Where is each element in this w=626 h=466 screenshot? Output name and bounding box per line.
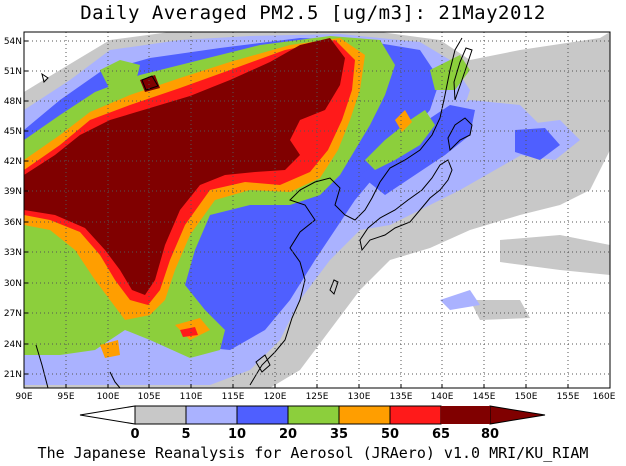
lon-label: 95E bbox=[57, 392, 74, 402]
lon-label: 150E bbox=[515, 392, 538, 402]
lon-label: 115E bbox=[222, 392, 245, 402]
colorbar-tick: 10 bbox=[228, 427, 246, 442]
colorbar-tick: 50 bbox=[381, 427, 399, 442]
lon-label: 105E bbox=[138, 392, 161, 402]
lat-label: 21N bbox=[4, 370, 22, 380]
lon-label: 155E bbox=[557, 392, 580, 402]
lat-label: 24N bbox=[4, 340, 22, 350]
colorbar-tick: 5 bbox=[181, 427, 190, 442]
lon-label: 125E bbox=[306, 392, 329, 402]
lat-label: 27N bbox=[4, 309, 22, 319]
lon-label: 90E bbox=[15, 392, 32, 402]
colorbar-swatch-7b bbox=[441, 406, 490, 424]
colorbar-tick: 65 bbox=[432, 427, 450, 442]
lat-label: 30N bbox=[4, 279, 22, 289]
lat-labels: 54N 51N 48N 45N 42N 39N 36N 33N 30N 27N … bbox=[4, 37, 22, 380]
lat-label: 33N bbox=[4, 248, 22, 258]
lon-label: 135E bbox=[390, 392, 413, 402]
colorbar-swatch-3 bbox=[236, 405, 289, 425]
lon-label: 120E bbox=[264, 392, 287, 402]
lon-label: 140E bbox=[431, 392, 454, 402]
lat-label: 48N bbox=[4, 97, 22, 107]
colorbar-swatch-2 bbox=[185, 405, 238, 425]
lat-label: 36N bbox=[4, 218, 22, 228]
colorbar: 0 5 10 20 35 50 65 80 bbox=[79, 405, 546, 442]
lon-label: 100E bbox=[97, 392, 120, 402]
lat-label: 45N bbox=[4, 127, 22, 137]
colorbar-tick: 0 bbox=[130, 427, 139, 442]
concentration-field bbox=[24, 32, 610, 388]
colorbar-swatch-0 bbox=[79, 405, 136, 425]
lon-labels: 90E 95E 100E 105E 110E 115E 120E 125E 13… bbox=[15, 392, 615, 402]
colorbar-tick: 35 bbox=[330, 427, 348, 442]
colorbar-tick: 80 bbox=[481, 427, 499, 442]
colorbar-swatch-6 bbox=[389, 405, 442, 425]
credit-line: The Japanese Reanalysis for Aerosol (JRA… bbox=[37, 444, 589, 462]
lon-label: 110E bbox=[180, 392, 203, 402]
tick-marks bbox=[24, 40, 569, 388]
colorbar-swatch-1 bbox=[134, 405, 187, 425]
page-title: Daily Averaged PM2.5 [ug/m3]: 21May2012 bbox=[80, 2, 546, 24]
lat-label: 51N bbox=[4, 67, 22, 77]
lat-label: 54N bbox=[4, 37, 22, 47]
grid bbox=[24, 32, 610, 388]
colorbar-tick: 20 bbox=[279, 427, 297, 442]
colorbar-swatch-5 bbox=[338, 405, 391, 425]
coastlines bbox=[35, 37, 473, 388]
colorbar-swatch-7 bbox=[489, 405, 546, 425]
colorbar-swatch-4 bbox=[287, 405, 340, 425]
lat-label: 39N bbox=[4, 187, 22, 197]
lat-label: 42N bbox=[4, 157, 22, 167]
lon-label: 130E bbox=[348, 392, 371, 402]
lon-label: 160E bbox=[593, 392, 616, 402]
lon-label: 145E bbox=[473, 392, 496, 402]
